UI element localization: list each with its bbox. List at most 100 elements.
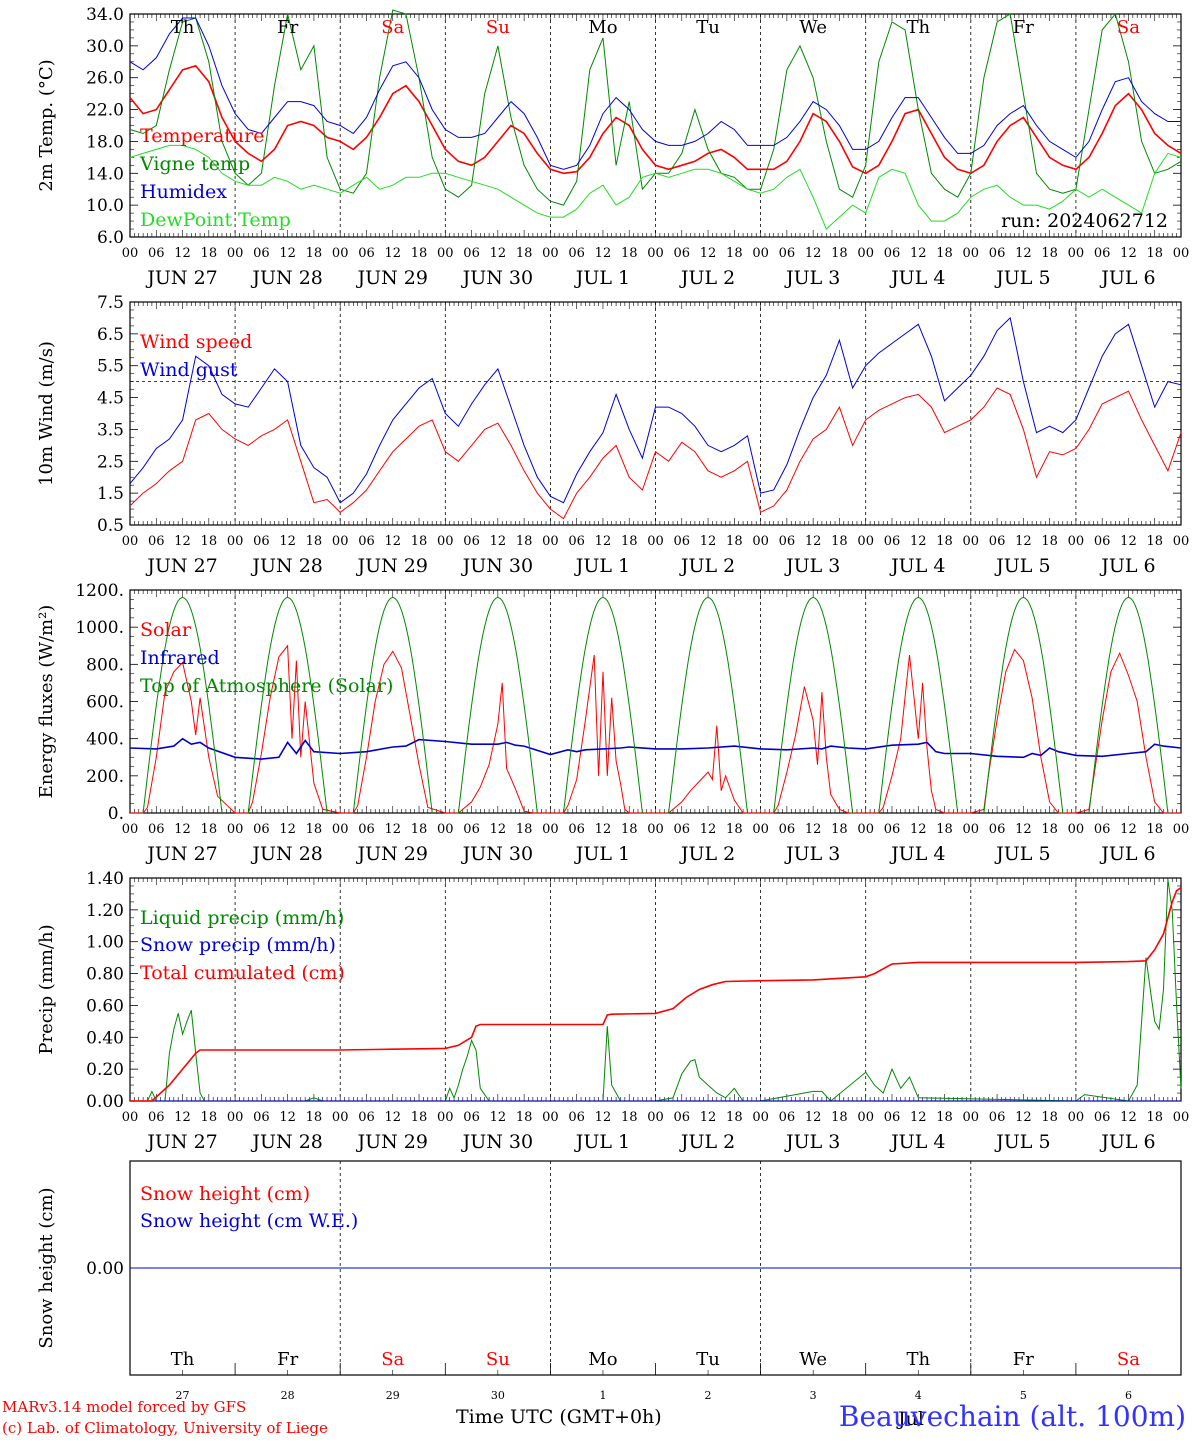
legend-entry: Solar	[140, 619, 192, 641]
day-number: 28	[281, 1389, 295, 1402]
hour-label: 12	[384, 246, 401, 261]
hour-label: 12	[384, 822, 401, 837]
hour-label: 00	[1068, 534, 1085, 549]
hour-label: 12	[595, 1110, 612, 1125]
y-tick-label: 10.0	[86, 196, 124, 216]
hour-label: 06	[148, 534, 165, 549]
hour-label: 18	[621, 822, 638, 837]
hour-label: 18	[201, 246, 218, 261]
hour-label: 18	[621, 1110, 638, 1125]
weekday-label: Fr	[1013, 1349, 1034, 1370]
y-tick-label: 1.20	[86, 901, 124, 921]
hour-label: 00	[647, 534, 664, 549]
hour-label: 00	[963, 822, 980, 837]
y-tick-label: 5.5	[97, 357, 124, 377]
hour-label: 00	[1173, 1110, 1190, 1125]
hour-label: 18	[726, 246, 743, 261]
hour-label: 00	[332, 246, 349, 261]
series-line	[129, 316, 1182, 504]
grid-lines	[129, 13, 1182, 1375]
y-tick-label: 6.0	[97, 228, 124, 248]
hour-label: 12	[805, 1110, 822, 1125]
weekday-label: Mo	[588, 1349, 617, 1370]
y-tick-label: 0.20	[86, 1060, 124, 1080]
weekday-label: Sa	[1117, 17, 1140, 38]
date-label: JUL 2	[679, 1131, 735, 1153]
day-number: 3	[810, 1389, 817, 1402]
hour-label: 06	[674, 246, 691, 261]
hour-label: 12	[384, 1110, 401, 1125]
hour-label: 18	[621, 534, 638, 549]
date-label: JUL 5	[994, 1131, 1050, 1153]
y-tick-label: 18.0	[86, 132, 124, 152]
weekday-label: Sa	[1117, 1349, 1140, 1370]
date-label: JUN 29	[356, 267, 428, 289]
date-label: JUN 28	[250, 555, 322, 577]
weekday-label: Fr	[1013, 17, 1034, 38]
hour-label: 00	[332, 534, 349, 549]
hour-label: 00	[542, 1110, 559, 1125]
series-line	[130, 886, 1182, 1102]
hour-label: 18	[1041, 1110, 1058, 1125]
hour-label: 18	[726, 1110, 743, 1125]
day-number: 4	[915, 1389, 922, 1402]
legend-entry: DewPoint Temp	[140, 209, 291, 231]
y-axis-label: Precip (mm/h)	[36, 924, 57, 1054]
hour-label: 00	[963, 534, 980, 549]
date-label: JUL 3	[784, 267, 840, 289]
y-tick-label: 0.5	[97, 516, 124, 536]
hour-label: 12	[1015, 822, 1032, 837]
hour-label: 00	[227, 246, 244, 261]
hour-label: 00	[752, 534, 769, 549]
hour-label: 12	[174, 1110, 191, 1125]
date-label: JUN 27	[145, 267, 217, 289]
hour-label: 12	[1015, 246, 1032, 261]
series-line	[129, 17, 1181, 170]
date-label: JUL 6	[1099, 1131, 1155, 1153]
date-label: JUN 29	[356, 843, 428, 865]
hour-label: 06	[253, 822, 270, 837]
hour-label: 06	[779, 534, 796, 549]
date-label: JUN 29	[356, 555, 428, 577]
date-label: JUL 2	[679, 843, 735, 865]
hour-label: 18	[831, 1110, 848, 1125]
hour-label: 06	[779, 1110, 796, 1125]
hour-label: 18	[306, 822, 323, 837]
hour-label: 18	[516, 1110, 533, 1125]
legend-entry: Vigne temp	[139, 153, 250, 175]
model-credit: MARv3.14 model forced by GFS	[2, 1398, 247, 1416]
hour-label: 00	[437, 1110, 454, 1125]
hour-label: 12	[1015, 1110, 1032, 1125]
y-tick-label: 0.40	[86, 1028, 124, 1048]
legend-entry: Temperature	[140, 125, 264, 147]
weekday-label: Su	[486, 17, 510, 38]
weekday-label: Th	[906, 1349, 930, 1370]
y-tick-label: 0.60	[86, 996, 124, 1016]
hour-label: 06	[779, 246, 796, 261]
hour-label: 12	[910, 246, 927, 261]
hour-label: 00	[857, 1110, 874, 1125]
hour-label: 12	[279, 822, 296, 837]
hour-label: 06	[779, 822, 796, 837]
hour-label: 06	[463, 534, 480, 549]
hour-label: 00	[332, 822, 349, 837]
hour-label: 00	[437, 246, 454, 261]
hour-label: 18	[936, 246, 953, 261]
day-number: 2	[705, 1389, 712, 1402]
date-label: JUN 27	[145, 555, 217, 577]
series-layer	[129, 9, 1182, 1269]
hour-label: 18	[1146, 534, 1163, 549]
weekday-label: Sa	[381, 17, 404, 38]
hour-label: 18	[201, 1110, 218, 1125]
date-label: JUL 1	[574, 1131, 630, 1153]
hour-label: 00	[857, 822, 874, 837]
legend-entry: Wind speed	[140, 331, 252, 353]
hour-label: 12	[279, 246, 296, 261]
time-axis-title: Time UTC (GMT+0h)	[456, 1406, 662, 1428]
hour-label: 00	[752, 246, 769, 261]
hour-label: 06	[989, 534, 1006, 549]
hour-label: 18	[516, 534, 533, 549]
hour-label: 12	[1120, 534, 1137, 549]
y-tick-label: 34.0	[86, 5, 124, 25]
date-label: JUL 1	[574, 267, 630, 289]
